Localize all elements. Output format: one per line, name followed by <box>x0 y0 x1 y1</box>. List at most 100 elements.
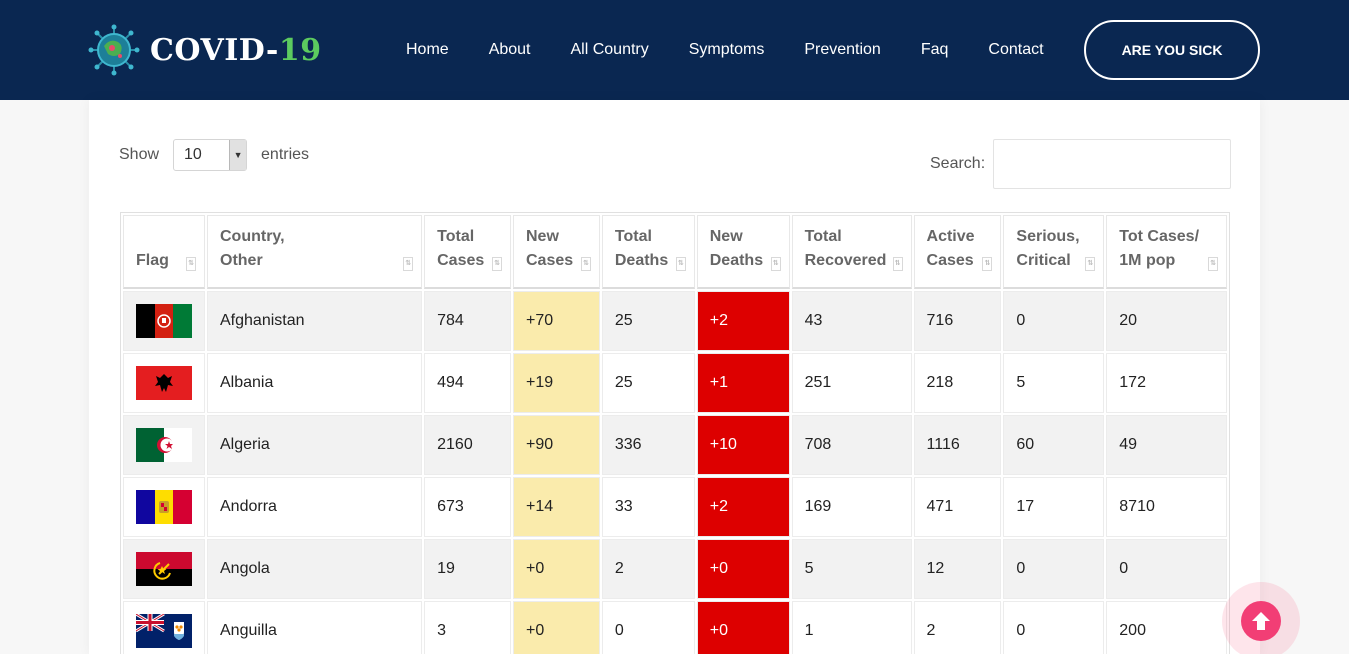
nav-home[interactable]: Home <box>406 41 449 58</box>
active-cases: 1116 <box>913 415 1002 475</box>
new-cases: +90 <box>513 415 600 475</box>
column-header-total-cases[interactable]: Total Cases ⇅ <box>424 215 511 289</box>
new-deaths: +2 <box>696 477 790 537</box>
column-header-new-cases[interactable]: New Cases ⇅ <box>513 215 600 289</box>
show-label: Show <box>119 146 160 163</box>
total-recovered: 1 <box>791 601 912 654</box>
total-recovered: 169 <box>791 477 912 537</box>
new-cases: +14 <box>513 477 600 537</box>
scroll-to-top-button[interactable] <box>1222 582 1300 654</box>
column-header-tot-cases-per-million[interactable]: Tot Cases/1M pop ⇅ <box>1106 215 1227 289</box>
column-header-flag[interactable]: Flag ⇅ <box>123 215 205 289</box>
header-label: Deaths <box>709 252 764 269</box>
anguilla-flag-icon <box>136 614 192 648</box>
cases-per-million: 8710 <box>1106 477 1227 537</box>
sort-icon: ⇅ <box>403 257 414 271</box>
nav-symptoms[interactable]: Symptoms <box>688 41 765 58</box>
table-header-row: Flag ⇅ Country, Other ⇅ Total Cases ⇅ New Case… <box>123 215 1227 289</box>
table-row: Algeria 2160 +90 336 +10 708 1116 60 49 <box>123 415 1227 475</box>
serious-critical: 0 <box>1003 539 1105 599</box>
nav-contact[interactable]: Contact <box>988 41 1044 58</box>
column-header-country[interactable]: Country, Other ⇅ <box>207 215 423 289</box>
search-label: Search: <box>930 155 986 172</box>
cases-per-million: 49 <box>1106 415 1227 475</box>
flag-cell <box>123 477 205 537</box>
algeria-flag-icon <box>136 428 192 462</box>
country-name: Albania <box>207 353 423 413</box>
header-label: Total <box>614 228 652 245</box>
serious-critical: 60 <box>1003 415 1105 475</box>
new-deaths: +0 <box>696 539 790 599</box>
albania-flag-icon <box>136 366 192 400</box>
total-recovered: 5 <box>791 539 912 599</box>
logo[interactable]: COVID-19 <box>88 24 322 76</box>
column-header-active-cases[interactable]: Active Cases ⇅ <box>913 215 1002 289</box>
brand-word: COVID- <box>150 32 279 68</box>
new-deaths: +2 <box>696 291 790 351</box>
table-row: Anguilla 3 +0 0 +0 1 2 0 200 <box>123 601 1227 654</box>
header-label: Flag <box>136 252 169 269</box>
nav-all-country[interactable]: All Country <box>570 41 649 58</box>
header-label: Active <box>926 228 975 245</box>
table-row: Afghanistan 784 +70 25 +2 43 716 0 20 <box>123 291 1227 351</box>
active-cases: 471 <box>913 477 1002 537</box>
header-label: Tot Cases/ <box>1119 228 1200 245</box>
search-control: Search: <box>930 139 1232 189</box>
header-label: 1M pop <box>1119 252 1176 269</box>
new-cases: +19 <box>513 353 600 413</box>
total-recovered: 251 <box>791 353 912 413</box>
total-deaths: 25 <box>601 291 695 351</box>
site-header: COVID-19 Home About All Country Symptoms… <box>0 0 1349 100</box>
header-label: Country, <box>220 228 285 245</box>
total-cases: 19 <box>424 539 511 599</box>
afghanistan-flag-icon <box>136 304 192 338</box>
column-header-total-recovered[interactable]: Total Recovered ⇅ <box>791 215 912 289</box>
are-you-sick-button[interactable]: ARE YOU SICK <box>1084 20 1260 80</box>
country-name: Algeria <box>207 415 423 475</box>
active-cases: 2 <box>913 601 1002 654</box>
flag-cell <box>123 539 205 599</box>
column-header-serious-critical[interactable]: Serious, Critical ⇅ <box>1003 215 1105 289</box>
table-row: Andorra 673 +14 33 +2 169 471 17 8710 <box>123 477 1227 537</box>
active-cases: 716 <box>913 291 1002 351</box>
sort-icon: ⇅ <box>1085 257 1096 271</box>
main-nav: Home About All Country Symptoms Preventi… <box>386 0 1064 100</box>
new-deaths: +1 <box>696 353 790 413</box>
entries-length-control: Show 10 ▼ entries <box>119 139 309 171</box>
cases-per-million: 20 <box>1106 291 1227 351</box>
entries-select[interactable]: 10 ▼ <box>173 139 248 171</box>
serious-critical: 0 <box>1003 601 1105 654</box>
entries-select-value: 10 <box>184 146 202 163</box>
header-label: Serious, <box>1016 228 1080 245</box>
nav-about[interactable]: About <box>488 41 531 58</box>
country-name: Angola <box>207 539 423 599</box>
brand-name: COVID-19 <box>150 33 322 68</box>
sort-icon: ⇅ <box>982 257 993 271</box>
header-label: Cases <box>926 252 974 269</box>
column-header-total-deaths[interactable]: Total Deaths ⇅ <box>601 215 695 289</box>
total-deaths: 2 <box>601 539 695 599</box>
serious-critical: 0 <box>1003 291 1105 351</box>
nav-faq[interactable]: Faq <box>920 41 949 58</box>
total-recovered: 708 <box>791 415 912 475</box>
total-cases: 494 <box>424 353 511 413</box>
entries-label: entries <box>261 146 310 163</box>
search-input[interactable] <box>993 139 1232 189</box>
total-deaths: 25 <box>601 353 695 413</box>
sort-icon: ⇅ <box>892 257 903 271</box>
active-cases: 12 <box>913 539 1002 599</box>
cases-per-million: 172 <box>1106 353 1227 413</box>
country-name: Anguilla <box>207 601 423 654</box>
total-deaths: 0 <box>601 601 695 654</box>
table-row: Angola 19 +0 2 +0 5 12 0 0 <box>123 539 1227 599</box>
total-cases: 3 <box>424 601 511 654</box>
angola-flag-icon <box>136 552 192 586</box>
nav-prevention[interactable]: Prevention <box>804 41 881 58</box>
total-cases: 673 <box>424 477 511 537</box>
column-header-new-deaths[interactable]: New Deaths ⇅ <box>696 215 790 289</box>
total-deaths: 33 <box>601 477 695 537</box>
country-name: Andorra <box>207 477 423 537</box>
header-label: Total <box>437 228 475 245</box>
table-row: Albania 494 +19 25 +1 251 218 5 172 <box>123 353 1227 413</box>
header-label: Deaths <box>614 252 669 269</box>
